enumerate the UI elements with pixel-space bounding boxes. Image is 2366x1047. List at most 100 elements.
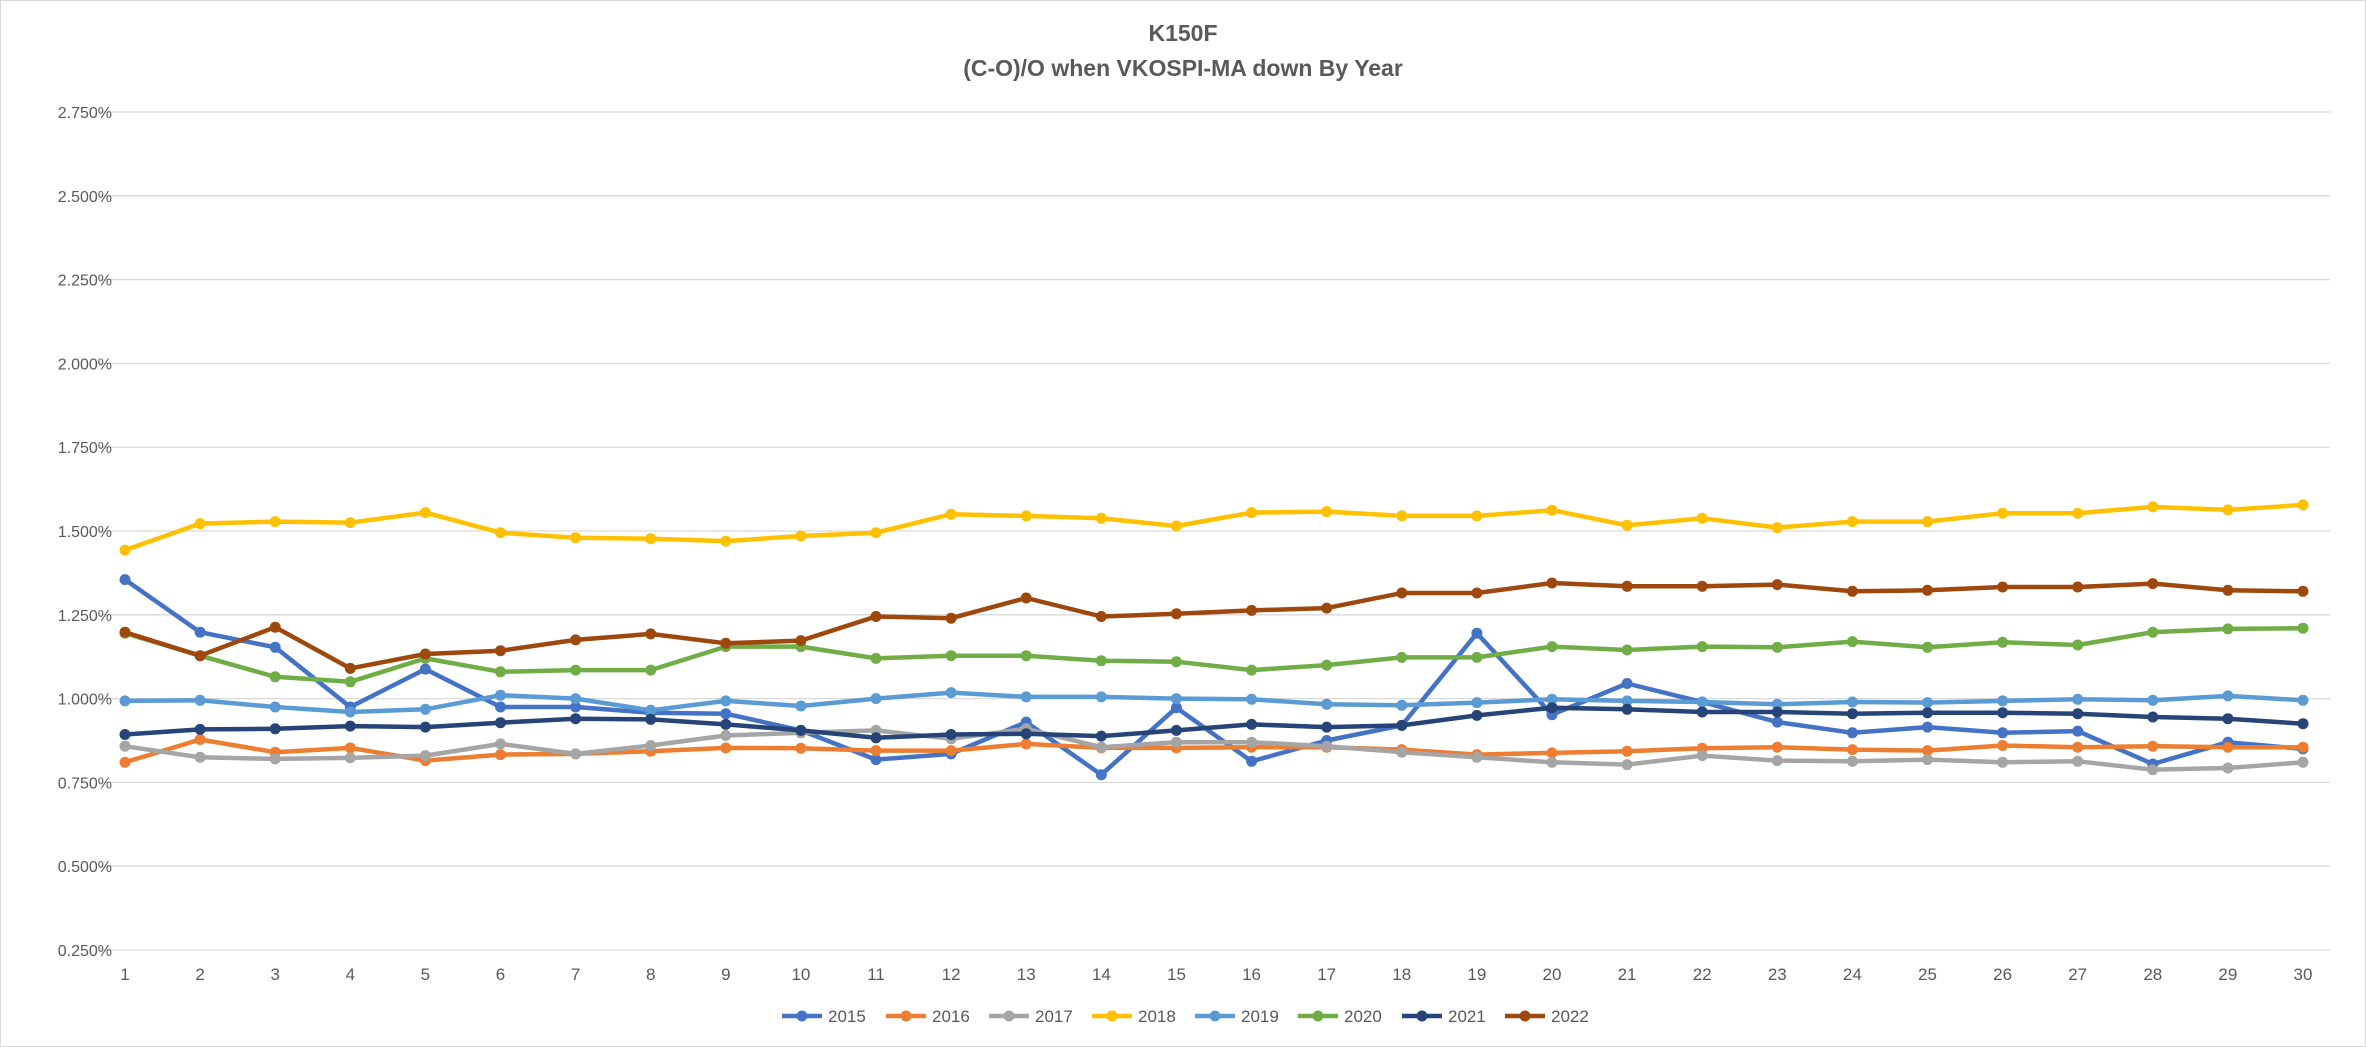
data-point bbox=[1922, 516, 1933, 528]
data-point bbox=[795, 724, 807, 736]
data-point bbox=[1997, 695, 2009, 707]
data-point bbox=[870, 693, 882, 705]
data-point bbox=[119, 756, 131, 768]
data-point bbox=[945, 650, 957, 662]
data-point bbox=[419, 721, 431, 733]
data-point bbox=[119, 695, 131, 707]
data-point bbox=[495, 666, 506, 678]
legend-item-2022: 2022 bbox=[1505, 1007, 1589, 1026]
data-point bbox=[1546, 504, 1558, 516]
legend-marker bbox=[1312, 1010, 1324, 1022]
data-point bbox=[1846, 727, 1858, 739]
legend-item-2018: 2018 bbox=[1092, 1007, 1176, 1026]
data-point bbox=[1246, 664, 1258, 676]
x-tick-label: 11 bbox=[867, 965, 885, 984]
data-point bbox=[194, 650, 206, 662]
data-point bbox=[645, 628, 657, 640]
data-point bbox=[1771, 741, 1783, 753]
x-tick-label: 12 bbox=[942, 965, 961, 984]
data-point bbox=[1922, 721, 1933, 733]
data-point bbox=[1846, 696, 1858, 708]
legend-item-2019: 2019 bbox=[1195, 1007, 1279, 1026]
data-point bbox=[1771, 579, 1783, 591]
data-point bbox=[1922, 745, 1933, 757]
data-point bbox=[344, 720, 356, 732]
data-point bbox=[419, 750, 431, 762]
data-point bbox=[2072, 507, 2084, 519]
series-line bbox=[122, 690, 2306, 715]
data-point bbox=[1170, 693, 1182, 705]
data-point bbox=[2072, 708, 2084, 720]
legend-marker bbox=[1416, 1010, 1428, 1022]
legend-marker bbox=[1106, 1010, 1118, 1022]
data-point bbox=[945, 687, 957, 699]
data-point bbox=[495, 645, 506, 657]
data-point bbox=[1846, 516, 1858, 528]
legend-label: 2020 bbox=[1344, 1007, 1382, 1026]
data-point bbox=[570, 634, 582, 646]
data-point bbox=[870, 652, 882, 664]
data-point bbox=[1546, 693, 1558, 705]
data-point bbox=[2297, 622, 2309, 634]
legend-marker bbox=[796, 1010, 808, 1022]
data-point bbox=[269, 516, 281, 528]
data-point bbox=[194, 518, 206, 530]
data-point bbox=[1771, 706, 1783, 718]
data-point bbox=[344, 676, 356, 688]
data-point bbox=[194, 751, 206, 763]
data-point bbox=[2072, 639, 2084, 651]
x-tick-label: 3 bbox=[270, 965, 279, 984]
data-point bbox=[1471, 651, 1483, 663]
legend-label: 2019 bbox=[1241, 1007, 1279, 1026]
data-point bbox=[119, 574, 131, 586]
data-point bbox=[2222, 504, 2234, 516]
data-point bbox=[1321, 659, 1333, 671]
data-point bbox=[495, 738, 506, 750]
y-tick-label: 2.250% bbox=[58, 273, 112, 290]
series-line bbox=[122, 625, 2306, 685]
data-point bbox=[1095, 730, 1107, 742]
data-point bbox=[1621, 759, 1633, 771]
data-point bbox=[1696, 696, 1708, 708]
data-point bbox=[2147, 740, 2159, 752]
data-point bbox=[1546, 577, 1558, 589]
data-point bbox=[720, 695, 732, 707]
data-point bbox=[1095, 512, 1107, 524]
data-point bbox=[344, 517, 356, 529]
data-point bbox=[2147, 578, 2159, 590]
data-point bbox=[570, 693, 582, 705]
data-point bbox=[1846, 755, 1858, 767]
x-tick-label: 22 bbox=[1693, 965, 1712, 984]
data-point bbox=[870, 745, 882, 757]
data-point bbox=[720, 742, 732, 754]
y-tick-label: 2.750% bbox=[58, 105, 112, 122]
data-point bbox=[1170, 736, 1182, 748]
data-point bbox=[1621, 745, 1633, 757]
data-point bbox=[344, 742, 356, 754]
data-point bbox=[1321, 698, 1333, 710]
series-2022 bbox=[119, 577, 2309, 674]
data-point bbox=[720, 637, 732, 649]
data-point bbox=[1696, 750, 1708, 762]
y-tick-label: 1.500% bbox=[58, 524, 112, 541]
data-point bbox=[2222, 762, 2234, 774]
data-point bbox=[1321, 721, 1333, 733]
data-point bbox=[2297, 718, 2309, 730]
data-point bbox=[1546, 747, 1558, 759]
x-tick-label: 8 bbox=[646, 965, 655, 984]
data-point bbox=[1020, 510, 1032, 522]
data-point bbox=[2147, 694, 2159, 706]
data-point bbox=[1246, 755, 1258, 767]
x-tick-label: 28 bbox=[2143, 965, 2162, 984]
data-point bbox=[1321, 506, 1333, 518]
data-point bbox=[2222, 623, 2234, 635]
data-point bbox=[1621, 695, 1633, 707]
data-point bbox=[1696, 641, 1708, 653]
legend-label: 2018 bbox=[1138, 1007, 1176, 1026]
data-point bbox=[495, 527, 506, 539]
x-tick-label: 2 bbox=[195, 965, 204, 984]
y-tick-label: 0.250% bbox=[58, 943, 112, 960]
data-point bbox=[1246, 736, 1258, 748]
data-point bbox=[1396, 510, 1408, 522]
data-point bbox=[870, 611, 882, 622]
